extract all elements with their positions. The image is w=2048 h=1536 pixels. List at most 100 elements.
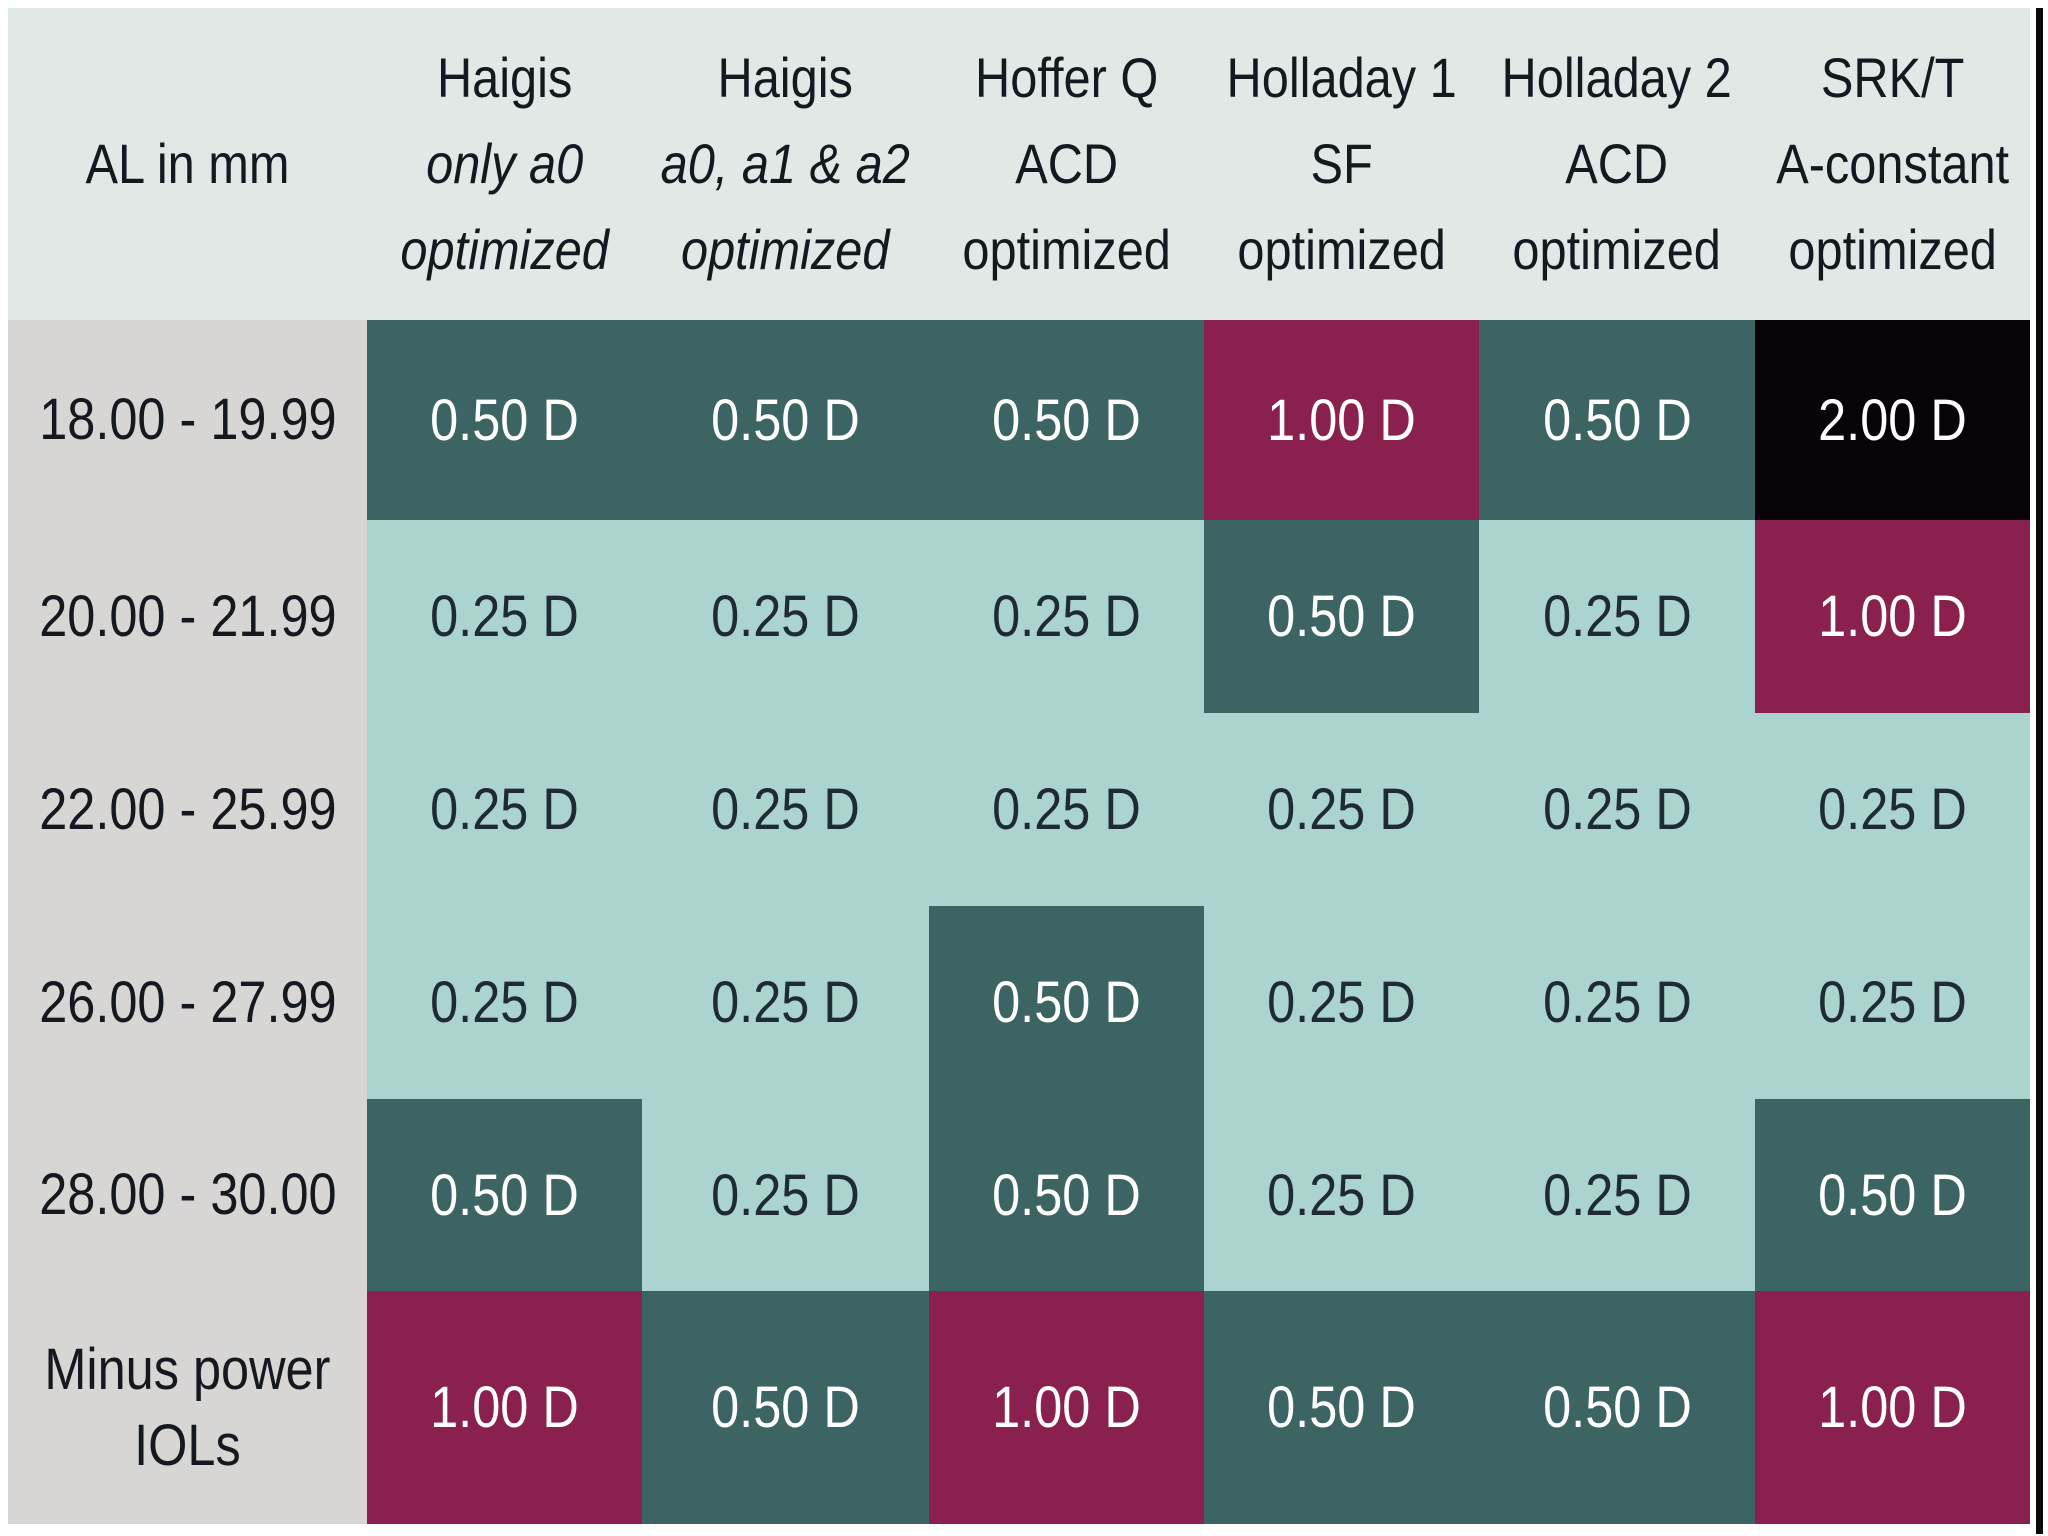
value-text: 0.25 D: [430, 970, 579, 1035]
value-cell: 1.00 D: [928, 1291, 1205, 1524]
value-text: 0.50 D: [1542, 387, 1692, 453]
value-cell: 0.25 D: [642, 1099, 929, 1291]
column-title: Haigis: [717, 46, 854, 109]
value-cell: 2.00 D: [1754, 320, 2030, 520]
value-text: 0.50 D: [430, 1162, 579, 1228]
value-cell: 0.25 D: [1204, 906, 1480, 1099]
value-cell: 0.25 D: [1754, 713, 2030, 906]
value-text: 0.25 D: [430, 777, 579, 842]
value-text: 1.00 D: [1817, 1375, 1967, 1440]
value-cell: 0.25 D: [642, 713, 929, 906]
value-text: 0.50 D: [430, 387, 579, 453]
row-label: 20.00 - 21.99: [8, 520, 367, 713]
value-cell: 0.25 D: [928, 520, 1205, 713]
value-cell: 0.25 D: [642, 520, 929, 713]
value-cell: 1.00 D: [367, 1291, 643, 1524]
value-text: 1.00 D: [430, 1375, 579, 1440]
value-text: 0.25 D: [992, 584, 1141, 649]
value-text: 0.25 D: [1267, 777, 1417, 842]
value-text: 0.25 D: [1817, 777, 1967, 842]
value-text: 0.25 D: [992, 777, 1141, 842]
value-cell: 0.50 D: [928, 320, 1205, 520]
value-cell: 0.50 D: [928, 1099, 1205, 1291]
value-cell: 0.50 D: [367, 1099, 643, 1291]
row-label: 26.00 - 27.99: [8, 906, 367, 1099]
value-cell: 0.50 D: [1754, 1099, 2030, 1291]
value-text: 0.25 D: [1542, 970, 1692, 1035]
value-text: 0.25 D: [1817, 970, 1967, 1035]
value-text: 0.50 D: [711, 1375, 860, 1440]
value-text: 0.25 D: [711, 777, 860, 842]
value-text: 0.25 D: [1542, 584, 1692, 649]
column-subtitle: optimized: [1788, 218, 1997, 281]
value-cell: 0.25 D: [1204, 713, 1480, 906]
row-label: 18.00 - 19.99: [8, 320, 367, 520]
column-header: Haigis only a0 optimized: [367, 8, 643, 320]
column-header: Haigis a0, a1 & a2 optimized: [642, 8, 929, 320]
value-cell: 1.00 D: [1754, 1291, 2030, 1524]
column-header: Hoffer Q ACD optimized: [928, 8, 1205, 320]
value-cell: 0.25 D: [642, 906, 929, 1099]
value-cell: 0.25 D: [1754, 906, 2030, 1099]
column-title: SRK/T: [1820, 46, 1965, 109]
value-cell: 0.25 D: [1479, 1099, 1755, 1291]
value-text: 0.50 D: [711, 387, 860, 453]
iol-accuracy-figure: AL in mm Haigis only a0 optimized Haigis a0, …: [8, 8, 2030, 1524]
row-label-text: 26.00 - 27.99: [38, 969, 337, 1035]
column-subtitle: optimized: [681, 218, 890, 281]
value-text: 0.50 D: [1267, 584, 1417, 649]
value-text: 0.50 D: [992, 387, 1141, 453]
value-text: 1.00 D: [1267, 387, 1417, 453]
column-header: Holladay 1 SF optimized: [1204, 8, 1480, 320]
row-label-text: 18.00 - 19.99: [38, 387, 337, 452]
column-subtitle: only a0: [426, 132, 584, 195]
value-text: 0.25 D: [1542, 1162, 1692, 1228]
value-text: 0.50 D: [1817, 1162, 1967, 1228]
value-cell: 0.25 D: [1479, 713, 1755, 906]
value-cell: 0.50 D: [1204, 520, 1480, 713]
value-cell: 0.50 D: [642, 320, 929, 520]
value-text: 0.25 D: [711, 584, 860, 649]
column-subtitle: optimized: [400, 218, 609, 281]
value-cell: 0.25 D: [1479, 520, 1755, 713]
column-subtitle: optimized: [962, 218, 1171, 281]
window-edge-line: [2036, 8, 2043, 1534]
value-cell: 0.50 D: [1204, 1291, 1480, 1524]
value-cell: 1.00 D: [1754, 520, 2030, 713]
value-cell: 0.25 D: [1204, 1099, 1480, 1291]
value-cell: 0.25 D: [1479, 906, 1755, 1099]
row-label: 28.00 - 30.00: [8, 1099, 367, 1291]
column-title: Hoffer Q: [974, 46, 1159, 109]
value-text: 0.25 D: [1267, 1162, 1417, 1228]
column-subtitle: optimized: [1237, 218, 1446, 281]
value-cell: 0.50 D: [367, 320, 643, 520]
column-subtitle: optimized: [1512, 218, 1722, 281]
value-text: 1.00 D: [1817, 584, 1967, 649]
value-cell: 1.00 D: [1204, 320, 1480, 520]
column-title: Haigis: [436, 46, 573, 109]
value-cell: 0.50 D: [642, 1291, 929, 1524]
value-text: 0.25 D: [1267, 970, 1417, 1035]
value-text: 0.25 D: [430, 584, 579, 649]
value-cell: 0.25 D: [367, 713, 643, 906]
value-cell: 0.50 D: [928, 906, 1205, 1099]
column-title: AL in mm: [85, 132, 290, 195]
column-header-al: AL in mm: [8, 8, 367, 320]
column-subtitle: a0, a1 & a2: [660, 132, 911, 195]
value-text: 0.25 D: [711, 970, 860, 1035]
value-text: 0.50 D: [1267, 1375, 1417, 1440]
value-text: 0.25 D: [711, 1162, 860, 1228]
value-cell: 0.50 D: [1479, 320, 1755, 520]
value-cell: 0.25 D: [367, 520, 643, 713]
value-text: 2.00 D: [1817, 387, 1967, 453]
value-text: 0.50 D: [992, 1162, 1141, 1228]
value-text: 0.50 D: [1542, 1375, 1692, 1440]
row-label-text: 28.00 - 30.00: [38, 1162, 337, 1227]
row-label-text: Minus power IOLs: [44, 1336, 331, 1478]
column-header: Holladay 2 ACD optimized: [1479, 8, 1755, 320]
value-cell: 0.25 D: [367, 906, 643, 1099]
value-cell: 0.25 D: [928, 713, 1205, 906]
value-text: 0.50 D: [992, 970, 1141, 1035]
column-title: Holladay 2: [1501, 46, 1733, 109]
accuracy-table: AL in mm Haigis only a0 optimized Haigis a0, …: [8, 8, 2030, 1524]
